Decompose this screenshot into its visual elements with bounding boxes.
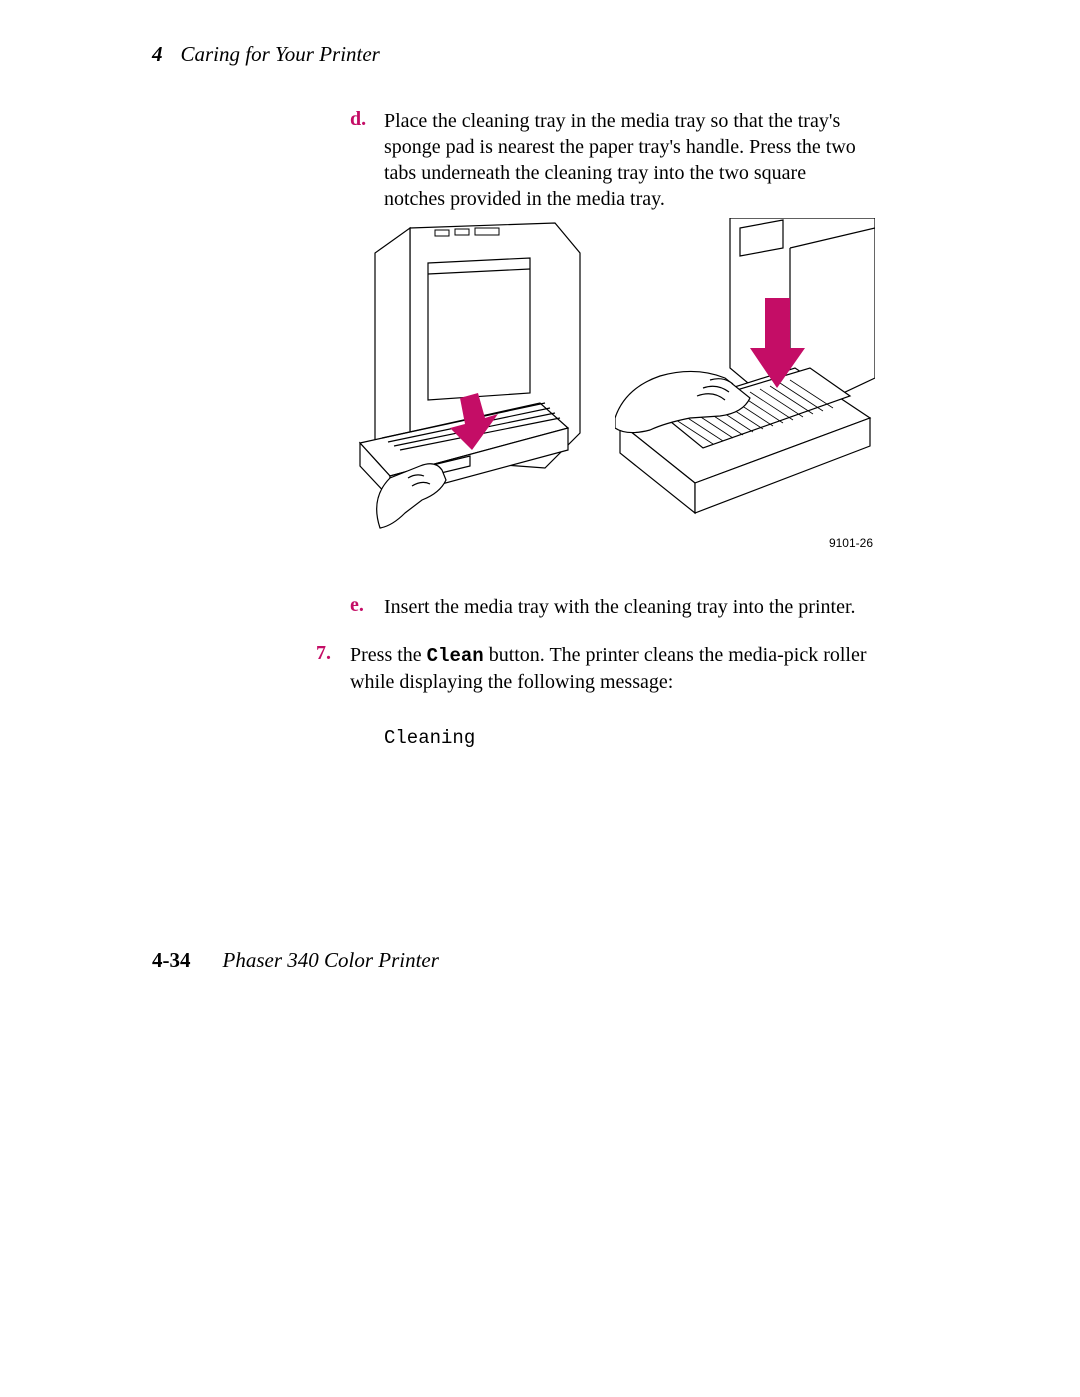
clean-button-label: Clean: [427, 645, 484, 667]
step-7-marker: 7.: [316, 642, 350, 695]
step-d: d. Place the cleaning tray in the media …: [350, 108, 870, 212]
printer-illustration-left-icon: [350, 218, 610, 538]
content-block-1: d. Place the cleaning tray in the media …: [350, 108, 870, 220]
chapter-number: 4: [152, 42, 163, 67]
page-footer: 4-34 Phaser 340 Color Printer: [152, 948, 439, 973]
step-e-marker: e.: [350, 594, 384, 620]
step-7-text-before: Press the: [350, 644, 427, 666]
figure-right-panel: [615, 218, 875, 538]
step-7-text: Press the Clean button. The printer clea…: [350, 642, 870, 695]
display-message: Cleaning: [384, 727, 870, 749]
page-number: 4-34: [152, 948, 191, 973]
step-d-text: Place the cleaning tray in the media tra…: [384, 108, 870, 212]
step-e: e. Insert the media tray with the cleani…: [350, 594, 870, 620]
figure-caption: 9101-26: [829, 536, 873, 550]
step-d-marker: d.: [350, 108, 384, 212]
chapter-title: Caring for Your Printer: [181, 42, 380, 67]
page-header: 4 Caring for Your Printer: [152, 42, 380, 67]
book-title: Phaser 340 Color Printer: [223, 948, 439, 973]
figure-9101-26: 9101-26: [350, 218, 875, 538]
content-block-2: e. Insert the media tray with the cleani…: [350, 594, 870, 749]
step-7: 7. Press the Clean button. The printer c…: [350, 642, 870, 695]
step-e-text: Insert the media tray with the cleaning …: [384, 594, 856, 620]
printer-illustration-right-icon: [615, 218, 875, 538]
figure-left-panel: [350, 218, 610, 538]
